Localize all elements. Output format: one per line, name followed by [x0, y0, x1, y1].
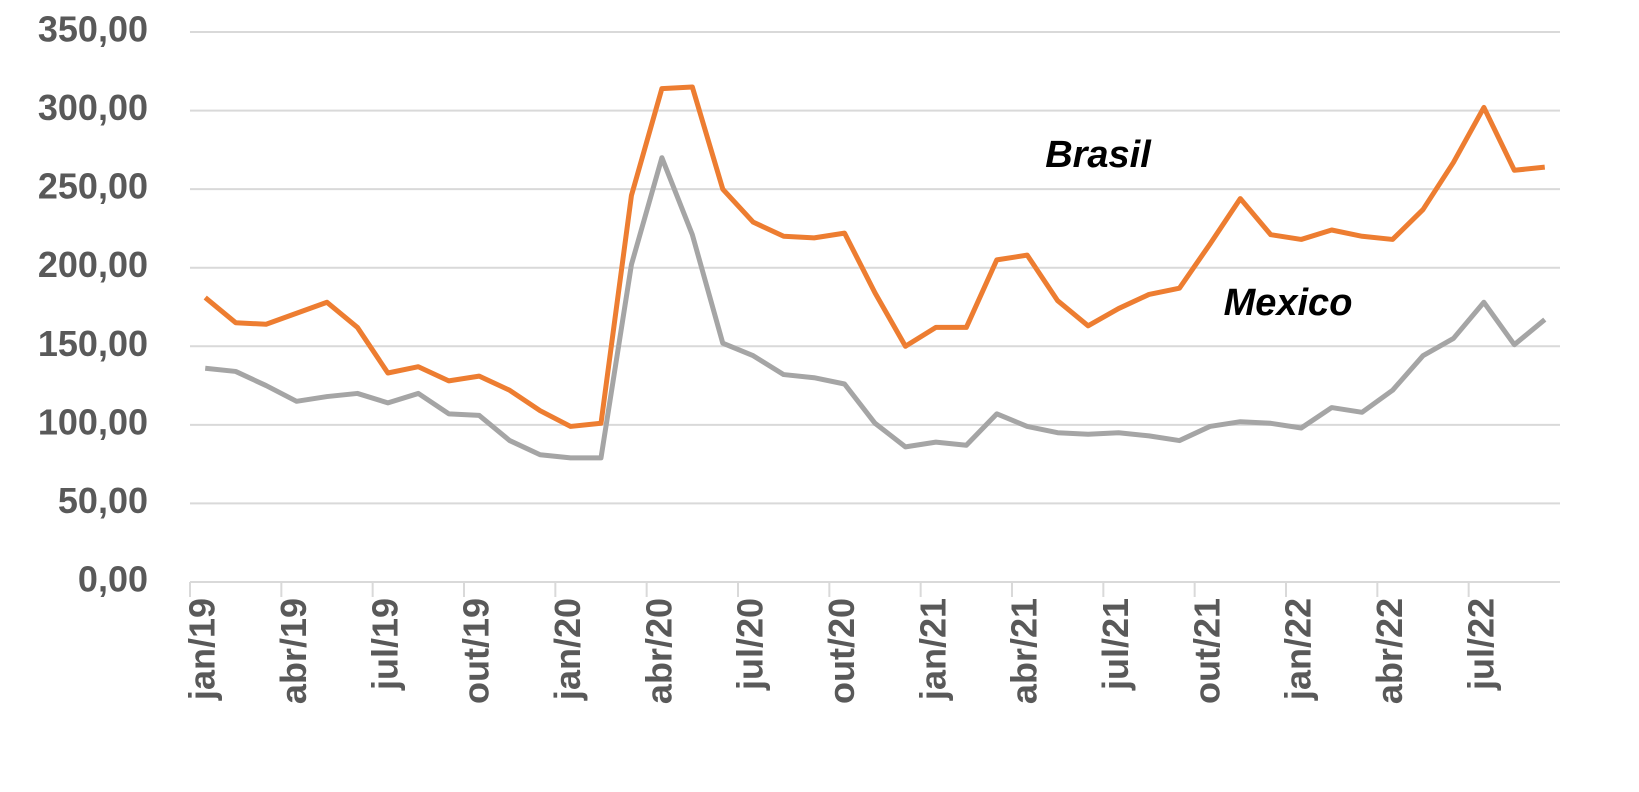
x-tick-label: jul/19 — [364, 598, 405, 691]
y-tick-label: 200,00 — [38, 244, 148, 285]
series-line — [204, 155, 1547, 461]
y-tick-label: 250,00 — [38, 166, 148, 207]
x-tick-label: abr/22 — [1369, 598, 1410, 704]
y-tick-label: 0,00 — [78, 559, 148, 600]
x-tick-label: jan/22 — [1278, 598, 1319, 701]
x-tick-label: jul/21 — [1095, 598, 1136, 691]
x-tick-label: out/21 — [1186, 598, 1227, 704]
x-tick-label: jan/19 — [182, 598, 223, 701]
x-tick-label: abr/19 — [273, 598, 314, 704]
x-tick-label: abr/20 — [638, 598, 679, 704]
y-tick-label: 50,00 — [58, 480, 148, 521]
x-tick-label: jul/20 — [730, 598, 771, 691]
series-label: Brasil — [1045, 134, 1152, 176]
series-line — [203, 84, 1546, 429]
x-tick-label: abr/21 — [1004, 598, 1045, 704]
x-tick-label: jan/20 — [547, 598, 588, 701]
x-tick-label: out/20 — [821, 598, 862, 704]
y-tick-label: 150,00 — [38, 323, 148, 364]
series-label: Mexico — [1224, 282, 1353, 324]
x-tick-label: out/19 — [456, 598, 497, 704]
y-tick-label: 100,00 — [38, 401, 148, 442]
x-tick-label: jul/22 — [1460, 598, 1501, 691]
y-tick-label: 300,00 — [38, 87, 148, 128]
y-tick-label: 350,00 — [38, 9, 148, 50]
x-tick-label: jan/21 — [912, 598, 953, 701]
